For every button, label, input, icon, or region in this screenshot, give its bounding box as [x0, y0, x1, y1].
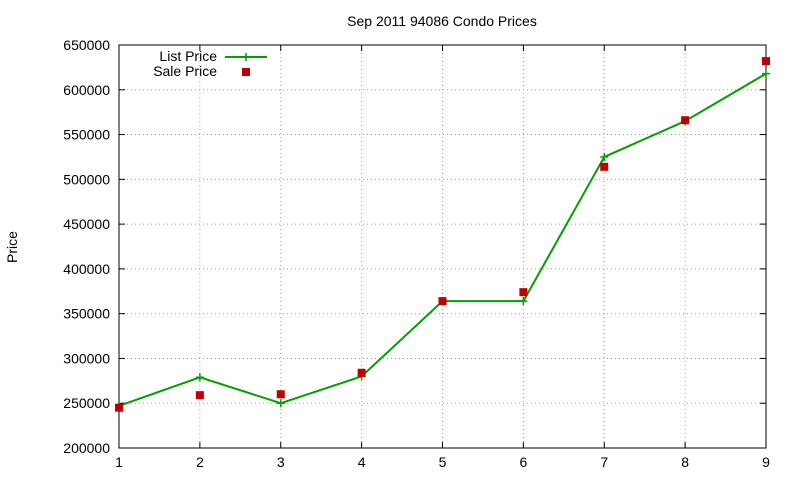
list-price-line: [118, 72, 767, 407]
y-tick-label: 300000: [63, 350, 110, 366]
sale-price-point: [438, 297, 447, 306]
x-tick-label: 1: [115, 454, 123, 470]
sale-price-point: [519, 288, 528, 297]
sale-price-point: [762, 57, 770, 66]
legend-list-price-marker: [242, 53, 250, 61]
list-price-point: [195, 373, 204, 382]
list-price-point: [600, 152, 609, 161]
y-tick-label: 550000: [63, 127, 110, 143]
sale-price-point: [357, 368, 366, 377]
legend-sale-price-label: Sale Price: [153, 63, 217, 79]
x-tick-label: 3: [277, 454, 285, 470]
sale-price-point: [115, 403, 123, 412]
y-tick-label: 250000: [63, 395, 110, 411]
y-tick-label: 500000: [63, 171, 110, 187]
x-tick-label: 7: [600, 454, 608, 470]
sale-price-point: [681, 116, 690, 125]
legend-sale-price-marker: [242, 68, 250, 76]
legend-list-price-label: List Price: [159, 48, 217, 64]
x-tick-label: 4: [358, 454, 366, 470]
x-tick-label: 5: [439, 454, 447, 470]
x-tick-label: 2: [196, 454, 204, 470]
y-tick-label: 650000: [63, 37, 110, 53]
list-price-point: [519, 297, 528, 306]
y-tick-label: 450000: [63, 216, 110, 232]
y-tick-label: 600000: [63, 82, 110, 98]
y-tick-label: 350000: [63, 306, 110, 322]
x-tick-label: 6: [519, 454, 527, 470]
axis-ticks: [118, 44, 767, 449]
y-axis-label: Price: [4, 231, 20, 263]
sale-price-point: [600, 162, 609, 171]
y-tick-label: 200000: [63, 440, 110, 456]
chart-title: Sep 2011 94086 Condo Prices: [347, 13, 537, 29]
grid-lines: [119, 45, 766, 448]
x-tick-label: 9: [762, 454, 770, 470]
sale-price-point: [276, 390, 285, 399]
list-price-point: [276, 399, 285, 408]
y-tick-label: 400000: [63, 261, 110, 277]
sale-price-point: [195, 391, 204, 400]
x-tick-label: 8: [681, 454, 689, 470]
tick-labels: 200000 250000 300000 350000 400000 450000 5000…: [63, 37, 770, 470]
series: [115, 57, 770, 412]
list-price-point: [762, 69, 770, 78]
